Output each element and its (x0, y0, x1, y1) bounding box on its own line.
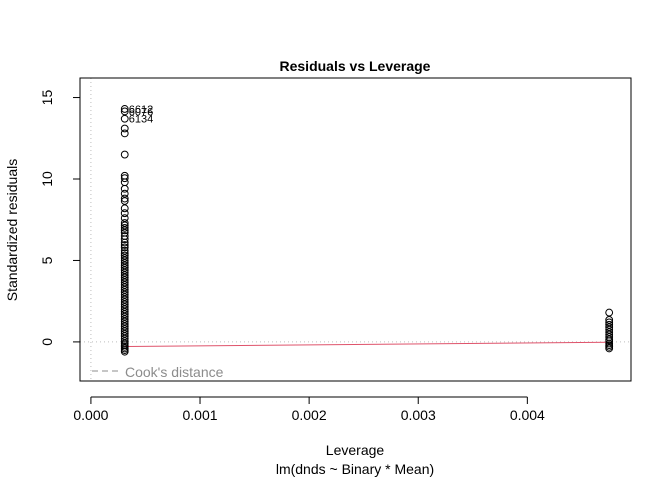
data-point (605, 323, 614, 332)
data-point (120, 288, 129, 297)
x-tick-label: 0.004 (510, 407, 545, 423)
data-point (120, 300, 129, 309)
data-point (605, 308, 614, 317)
point-label: 6134 (129, 114, 153, 126)
data-point (120, 223, 129, 232)
data-point (120, 273, 129, 282)
data-point (120, 246, 129, 255)
data-point (120, 271, 129, 280)
data-point (120, 235, 129, 244)
data-point (120, 209, 129, 218)
data-point (120, 194, 129, 203)
data-point (120, 329, 129, 338)
data-point (605, 316, 614, 324)
data-point (120, 302, 129, 311)
smoother-line-group (124, 341, 610, 347)
points-group (120, 105, 614, 356)
data-point (120, 107, 129, 116)
data-point (605, 318, 614, 327)
point-label: 6612 (129, 104, 153, 116)
data-point (120, 310, 129, 319)
data-point (605, 328, 614, 337)
y-tick-label: 15 (39, 90, 55, 106)
data-point (120, 337, 129, 345)
data-point (120, 324, 129, 333)
data-point (120, 258, 129, 267)
y-tick-label: 0 (39, 338, 55, 346)
y-axis-label: Standardized residuals (4, 159, 20, 301)
data-point (120, 327, 129, 336)
data-point (120, 243, 129, 252)
data-point (120, 307, 129, 316)
data-point (120, 295, 129, 304)
data-point (120, 256, 129, 265)
y-tick-label: 10 (39, 171, 55, 187)
data-point (120, 178, 129, 187)
data-point (120, 174, 129, 183)
data-point (120, 263, 129, 272)
legend-label: Cook's distance (125, 364, 224, 380)
data-point (120, 268, 129, 277)
chart-subtitle: lm(dnds ~ Binary * Mean) (276, 461, 434, 477)
data-point (120, 278, 129, 287)
data-point (605, 344, 614, 353)
y-tick-label: 5 (39, 256, 55, 264)
x-tick-label: 0.003 (401, 407, 436, 423)
data-point (120, 241, 129, 249)
data-point (120, 197, 129, 205)
data-point (120, 283, 129, 292)
data-point (605, 320, 614, 329)
data-point (120, 238, 129, 247)
data-point (120, 254, 129, 262)
data-point (120, 305, 129, 314)
data-point (120, 129, 129, 138)
data-point (120, 184, 129, 193)
data-point (120, 298, 129, 306)
data-point (120, 124, 129, 133)
data-point (120, 290, 129, 299)
plot-frame (79, 77, 632, 382)
data-point (120, 317, 129, 326)
chart-title: Residuals vs Leverage (280, 58, 431, 74)
x-axis: 0.000 0.001 0.002 0.003 0.004 (73, 396, 545, 423)
data-point (120, 332, 129, 341)
data-point (120, 204, 129, 213)
data-point (120, 261, 129, 270)
data-point (120, 249, 129, 258)
data-point (120, 150, 129, 159)
data-point (120, 189, 129, 198)
reference-lines (80, 78, 631, 381)
data-point (120, 219, 129, 227)
x-tick-label: 0.002 (292, 407, 327, 423)
data-point (120, 322, 129, 331)
data-point (120, 251, 129, 260)
smoother-line (124, 341, 610, 347)
data-point (605, 337, 614, 345)
point-label: 6076 (129, 106, 153, 118)
data-point (120, 285, 129, 294)
legend: Cook's distance (92, 364, 224, 380)
data-point (120, 293, 129, 302)
data-point (120, 280, 129, 289)
data-point (120, 315, 129, 323)
data-point (120, 320, 129, 328)
data-point (120, 312, 129, 321)
data-point (120, 226, 129, 235)
x-axis-label: Leverage (326, 442, 385, 458)
data-point (120, 114, 129, 123)
data-point (120, 221, 129, 230)
data-point (120, 347, 129, 356)
data-point (120, 276, 129, 284)
data-point (120, 266, 129, 275)
y-axis: 0 5 10 15 (39, 90, 81, 346)
data-point (120, 105, 129, 113)
data-point (605, 325, 614, 334)
data-point (120, 214, 129, 222)
x-tick-label: 0.000 (73, 407, 108, 423)
x-tick-label: 0.001 (182, 407, 217, 423)
